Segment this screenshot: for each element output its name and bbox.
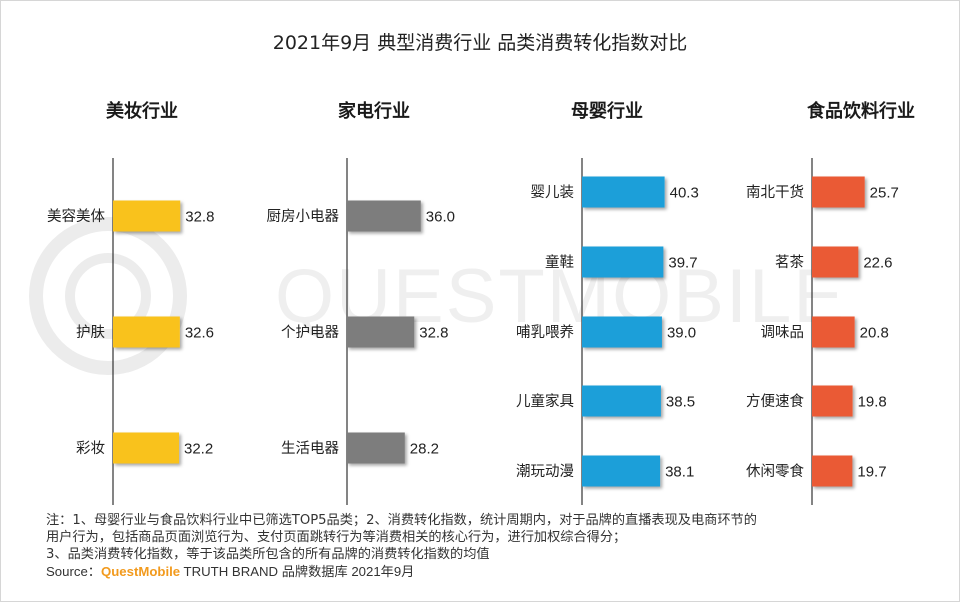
bar — [113, 432, 180, 464]
bar — [347, 432, 405, 464]
value-label: 36.0 — [426, 209, 455, 226]
value-label: 19.7 — [857, 464, 886, 481]
panel-title: 母婴行业 — [571, 100, 643, 122]
footnote-line-3: 3、品类消费转化指数，等于该品类所包含的所有品牌的消费转化指数的均值 — [46, 547, 490, 562]
category-label: 茗茶 — [775, 254, 804, 271]
category-label: 护肤 — [76, 324, 105, 341]
value-label: 20.8 — [860, 325, 889, 342]
value-label: 38.5 — [666, 394, 695, 411]
bar — [582, 455, 661, 487]
bar — [812, 316, 855, 348]
category-label: 哺乳喂养 — [516, 324, 574, 341]
category-label: 童鞋 — [545, 253, 574, 271]
source-brand: QuestMobile — [100, 564, 181, 579]
category-label: 厨房小电器 — [267, 208, 340, 225]
bar — [582, 316, 662, 348]
category-label: 潮玩动漫 — [516, 463, 574, 480]
panel-title: 美妆行业 — [106, 100, 178, 122]
panel-title: 家电行业 — [338, 100, 410, 122]
value-label: 32.8 — [419, 325, 448, 342]
value-label: 25.7 — [870, 185, 899, 202]
source-label: Source： — [46, 564, 101, 579]
bar — [582, 246, 664, 278]
watermark-logo-ring — [29, 217, 187, 375]
value-label: 38.1 — [665, 464, 694, 481]
category-label: 生活电器 — [281, 440, 339, 457]
category-label: 彩妆 — [76, 440, 105, 457]
category-label: 美容美体 — [47, 208, 105, 225]
panel-title: 食品饮料行业 — [806, 100, 915, 122]
bar — [347, 200, 421, 232]
bar — [812, 455, 853, 487]
source-rest: TRUTH BRAND 品牌数据库 2021年9月 — [180, 564, 415, 579]
bar — [812, 385, 853, 417]
category-label: 调味品 — [761, 324, 805, 341]
bar — [582, 176, 665, 208]
bar — [347, 316, 415, 348]
value-label: 22.6 — [863, 255, 892, 272]
category-label: 方便速食 — [746, 393, 804, 410]
value-label: 32.2 — [184, 441, 213, 458]
value-label: 32.6 — [185, 325, 214, 342]
footnote-line-1: 注：1、母婴行业与食品饮料行业中已筛选TOP5品类；2、消费转化指数，统计周期内… — [46, 513, 757, 528]
watermark-logo-inner-ring — [65, 253, 151, 339]
category-label: 休闲零食 — [746, 463, 804, 480]
category-label: 南北干货 — [746, 184, 804, 201]
footnote-line-2: 用户行为，包括商品页面浏览行为、支付页面跳转行为等消费相关的核心行为，进行加权综… — [46, 530, 627, 545]
bar — [812, 246, 859, 278]
bar — [582, 385, 661, 417]
category-label: 儿童家具 — [516, 392, 574, 410]
bar — [812, 176, 865, 208]
bar — [113, 200, 181, 232]
value-label: 19.8 — [858, 394, 887, 411]
category-label: 个护电器 — [281, 324, 339, 341]
value-label: 32.8 — [185, 209, 214, 226]
value-label: 39.7 — [668, 255, 697, 272]
source-line: Source：QuestMobile TRUTH BRAND 品牌数据库 202… — [46, 563, 926, 581]
category-label: 婴儿装 — [531, 184, 575, 201]
footnotes: 注：1、母婴行业与食品饮料行业中已筛选TOP5品类；2、消费转化指数，统计周期内… — [46, 512, 926, 581]
value-label: 40.3 — [670, 185, 699, 202]
bar — [113, 316, 180, 348]
value-label: 39.0 — [667, 325, 696, 342]
value-label: 28.2 — [410, 441, 439, 458]
chart-title: 2021年9月 典型消费行业 品类消费转化指数对比 — [272, 32, 688, 54]
